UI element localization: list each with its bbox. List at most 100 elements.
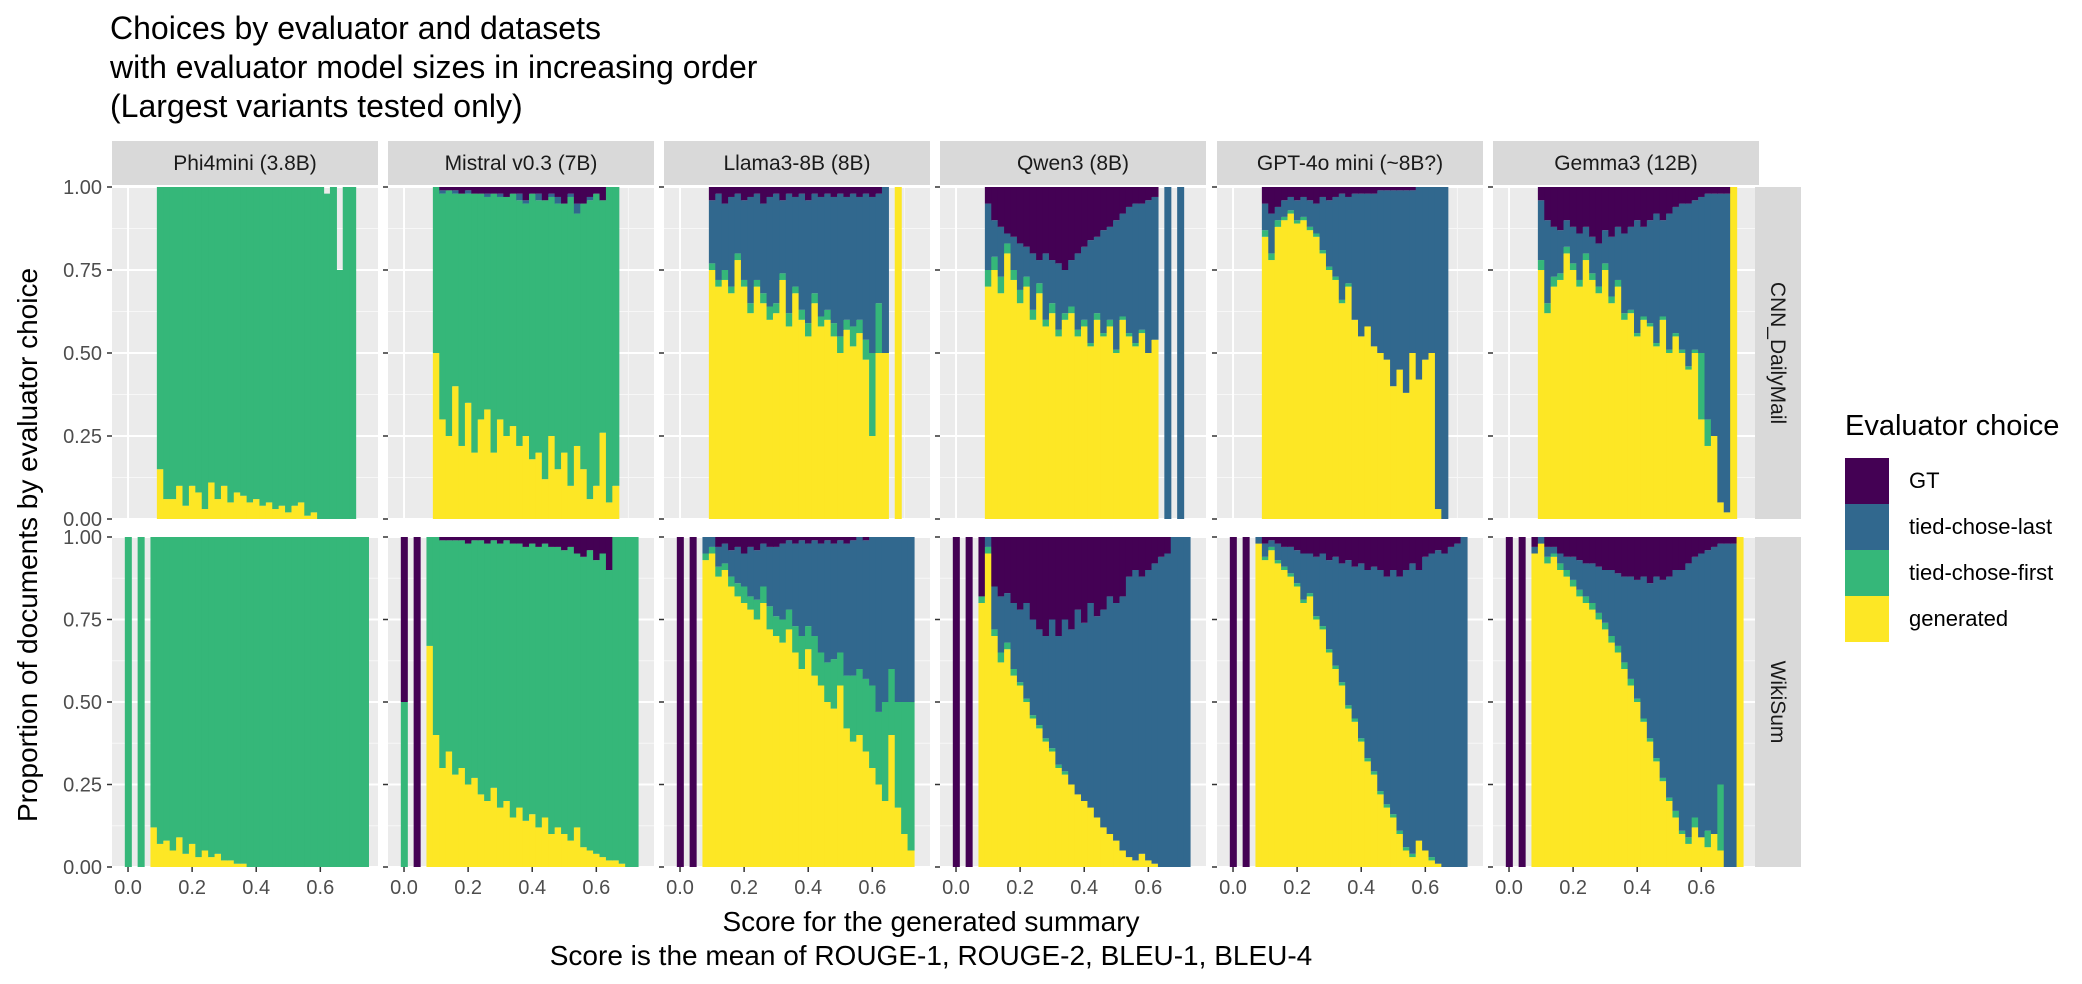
bar-segment-gt — [1332, 537, 1340, 557]
bar-segment-tied-chose-first — [329, 537, 337, 867]
bar-segment-tied-chose-first — [997, 276, 1005, 294]
panel-1-3: 0.0 0.2 0.4 0.6 — [935, 536, 1206, 899]
bar-segment-generated — [1576, 286, 1584, 519]
bar-segment-tied-chose-last — [1396, 576, 1404, 831]
bar-segment-generated — [1010, 675, 1018, 867]
bar-segment-generated — [253, 499, 261, 519]
bar-segment-generated — [1544, 313, 1552, 519]
bar-segment-tied-chose-first — [1055, 764, 1063, 768]
bar-segment-tied-chose-last — [1164, 553, 1172, 867]
bar-segment-generated — [156, 843, 164, 867]
bar-segment-tied-chose-first — [201, 537, 209, 851]
bar-segment-tied-chose-first — [1550, 553, 1558, 557]
bar-segment-tied-chose-last — [1634, 220, 1642, 334]
bar-segment-tied-chose-first — [1281, 216, 1289, 221]
bar-segment-tied-chose-last — [1717, 193, 1725, 503]
bar-segment-generated — [1358, 741, 1366, 867]
bar-segment-generated — [1016, 685, 1024, 867]
bar-segment-gt — [1016, 187, 1024, 244]
bar-segment-generated — [477, 794, 485, 867]
bar-segment-gt — [1048, 187, 1056, 261]
bar-segment-tied-chose-first — [259, 537, 267, 867]
bar-segment-generated — [1023, 702, 1031, 867]
bar-segment-gt — [464, 537, 472, 544]
bar-segment-gt — [490, 537, 498, 541]
bar-segment-tied-chose-first — [888, 669, 896, 735]
bar-segment-gt — [1659, 187, 1667, 221]
bar-segment-tied-chose-first — [856, 319, 864, 334]
bar-segment-gt — [837, 537, 845, 541]
bar-segment-tied-chose-last — [1164, 187, 1172, 519]
bar-segment-tied-chose-first — [464, 193, 472, 403]
bar-segment-tied-chose-last — [1589, 563, 1597, 603]
bar-segment-gt — [1023, 537, 1031, 603]
bar-segment-gt — [1138, 537, 1146, 577]
bar-segment-generated — [894, 187, 902, 519]
bar-segment-tied-chose-last — [1434, 187, 1442, 510]
bar-segment-generated — [169, 499, 177, 519]
bar-segment-tied-chose-first — [163, 537, 171, 841]
bar-segment-tied-chose-last — [856, 537, 864, 669]
bar-segment-tied-chose-first — [1672, 810, 1680, 818]
bar-segment-tied-chose-first — [605, 187, 613, 503]
bar-segment-gt — [1048, 537, 1056, 620]
bar-segment-gt — [471, 187, 479, 194]
bar-segment-gt — [811, 187, 819, 194]
bar-segment-gt — [1242, 537, 1250, 867]
bar-segment-tied-chose-last — [721, 543, 729, 564]
bar-segment-generated — [1268, 260, 1276, 519]
bar-segment-generated — [567, 840, 575, 867]
bar-segment-tied-chose-last — [862, 193, 870, 340]
bar-segment-tied-chose-last — [837, 540, 845, 653]
bar-segment-generated — [1087, 346, 1095, 519]
bar-segment-generated — [1627, 685, 1635, 867]
bar-segment-generated — [869, 436, 877, 519]
bar-segment-generated — [721, 570, 729, 867]
bar-segment-tied-chose-first — [1659, 316, 1667, 320]
bar-segment-tied-chose-last — [1653, 213, 1661, 344]
bar-segment-tied-chose-first — [734, 583, 742, 597]
bar-segment-tied-chose-first — [631, 537, 639, 867]
x-tick-label: 0.0 — [114, 877, 142, 899]
bar-segment-tied-chose-first — [1377, 791, 1385, 795]
bar-segment-generated — [1068, 784, 1076, 867]
bar-segment-tied-chose-last — [1300, 553, 1308, 600]
bar-segment-tied-chose-first — [1640, 718, 1648, 722]
bar-segment-tied-chose-first — [1370, 771, 1378, 775]
bar-segment-generated — [1287, 576, 1295, 867]
panel-0-5 — [1488, 186, 1759, 520]
bar-segment-gt — [1723, 537, 1731, 544]
bar-segment-tied-chose-last — [1409, 190, 1417, 353]
bar-segment-generated — [458, 445, 466, 519]
bar-segment-gt — [1666, 187, 1674, 214]
bar-segment-gt — [413, 537, 421, 867]
bar-segment-generated — [201, 509, 209, 519]
bar-segment-tied-chose-last — [862, 540, 870, 679]
x-tick-label: 0.6 — [1134, 877, 1162, 899]
bar-segment-tied-chose-first — [856, 669, 864, 735]
bar-segment-generated — [1125, 336, 1133, 519]
bar-segment-tied-chose-first — [1582, 596, 1590, 603]
bar-segment-tied-chose-last — [740, 553, 748, 587]
bar-segment-tied-chose-last — [1332, 196, 1340, 277]
bar-segment-tied-chose-first — [740, 279, 748, 287]
row-label-1: WikiSum — [1766, 661, 1789, 744]
bar-segment-tied-chose-first — [849, 675, 857, 742]
bar-segment-generated — [554, 469, 562, 519]
bar-segment-tied-chose-last — [1068, 260, 1076, 307]
bar-segment-tied-chose-last — [1106, 226, 1114, 320]
bar-segment-gt — [830, 187, 838, 197]
bar-segment-generated — [1704, 445, 1712, 519]
bar-segment-gt — [1723, 187, 1731, 194]
bar-segment-generated — [779, 642, 787, 867]
bar-segment-gt — [1627, 537, 1635, 577]
bar-segment-gt — [747, 187, 755, 197]
bar-segment-tied-chose-first — [753, 279, 761, 287]
bar-segment-tied-chose-first — [208, 187, 216, 483]
bar-segment-generated — [888, 735, 896, 867]
bar-segment-tied-chose-first — [1685, 366, 1693, 370]
bar-segment-tied-chose-last — [1531, 546, 1539, 554]
bar-segment-tied-chose-first — [753, 599, 761, 620]
bar-segment-generated — [1569, 586, 1577, 867]
bar-segment-generated — [991, 636, 999, 867]
